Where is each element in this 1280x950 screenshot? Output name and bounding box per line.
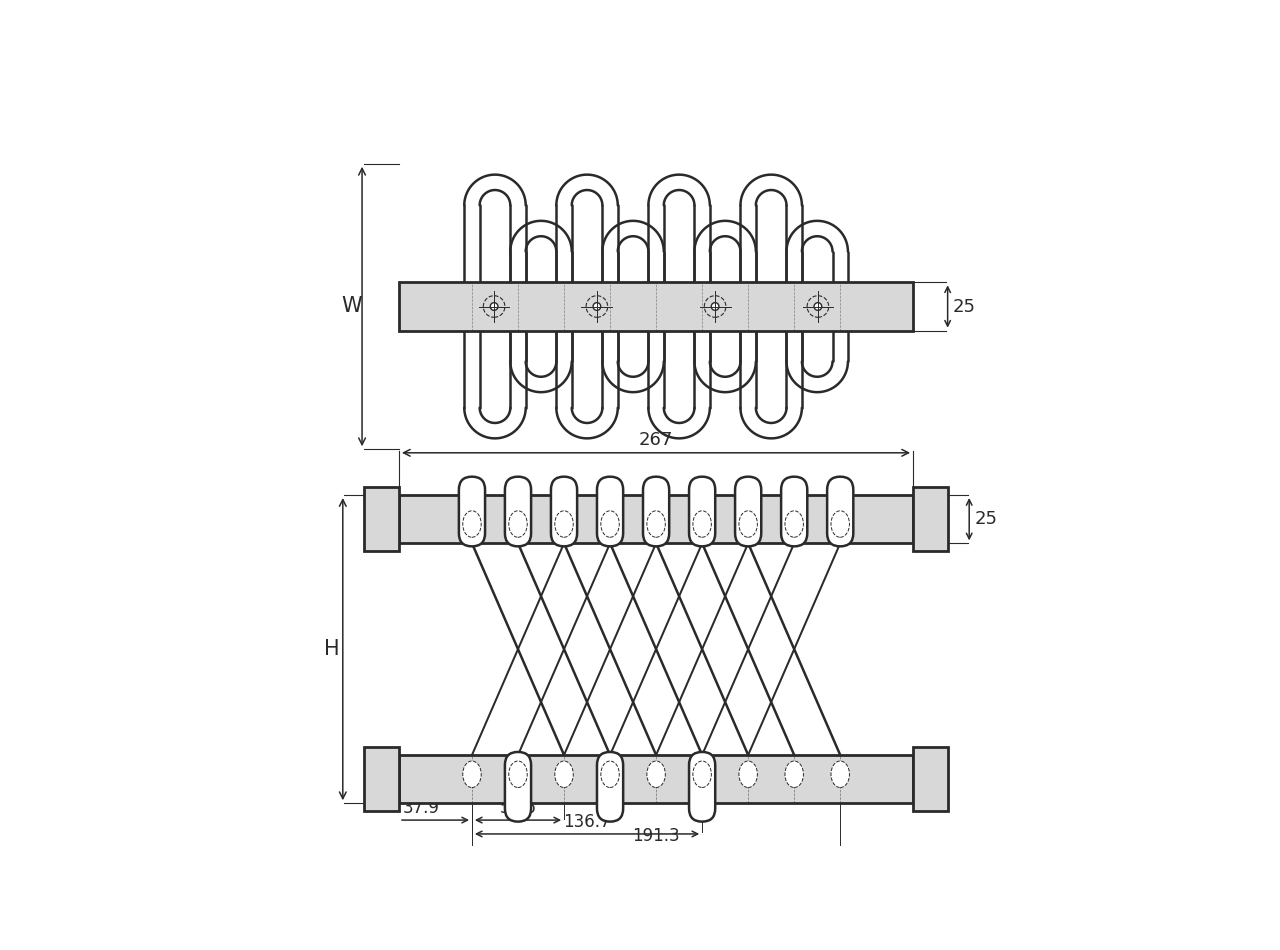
FancyBboxPatch shape xyxy=(781,477,808,546)
Ellipse shape xyxy=(508,761,527,788)
FancyBboxPatch shape xyxy=(689,477,716,546)
FancyBboxPatch shape xyxy=(689,752,716,822)
Text: 267: 267 xyxy=(639,431,673,449)
Text: W: W xyxy=(340,296,361,316)
Ellipse shape xyxy=(463,511,481,538)
FancyBboxPatch shape xyxy=(827,477,854,546)
Ellipse shape xyxy=(785,511,804,538)
FancyBboxPatch shape xyxy=(596,477,623,546)
Text: 191.3: 191.3 xyxy=(632,826,680,845)
Circle shape xyxy=(490,303,498,311)
Bar xyxy=(365,487,399,551)
Ellipse shape xyxy=(463,761,481,788)
Text: H: H xyxy=(324,639,339,659)
Bar xyxy=(399,495,913,543)
Ellipse shape xyxy=(831,761,850,788)
Text: 54.6: 54.6 xyxy=(499,799,536,817)
FancyBboxPatch shape xyxy=(550,477,577,546)
Bar xyxy=(399,282,913,331)
Ellipse shape xyxy=(739,511,758,538)
Ellipse shape xyxy=(785,761,804,788)
Ellipse shape xyxy=(646,511,666,538)
Ellipse shape xyxy=(692,761,712,788)
Ellipse shape xyxy=(646,761,666,788)
FancyBboxPatch shape xyxy=(735,477,762,546)
FancyBboxPatch shape xyxy=(643,477,669,546)
Ellipse shape xyxy=(600,511,620,538)
Ellipse shape xyxy=(600,761,620,788)
Ellipse shape xyxy=(692,511,712,538)
FancyBboxPatch shape xyxy=(460,477,485,546)
Text: 136.7: 136.7 xyxy=(563,813,611,831)
Text: 25: 25 xyxy=(954,297,977,315)
Ellipse shape xyxy=(831,511,850,538)
FancyBboxPatch shape xyxy=(504,477,531,546)
Text: 25: 25 xyxy=(974,510,997,528)
Circle shape xyxy=(712,303,719,311)
Ellipse shape xyxy=(508,511,527,538)
Ellipse shape xyxy=(554,511,573,538)
Ellipse shape xyxy=(739,761,758,788)
Bar xyxy=(913,748,947,811)
FancyBboxPatch shape xyxy=(596,752,623,822)
Circle shape xyxy=(814,303,822,311)
Bar xyxy=(399,755,913,803)
Text: 37.9: 37.9 xyxy=(403,799,440,817)
Ellipse shape xyxy=(554,761,573,788)
FancyBboxPatch shape xyxy=(504,752,531,822)
Circle shape xyxy=(593,303,600,311)
Bar xyxy=(365,748,399,811)
Bar xyxy=(913,487,947,551)
